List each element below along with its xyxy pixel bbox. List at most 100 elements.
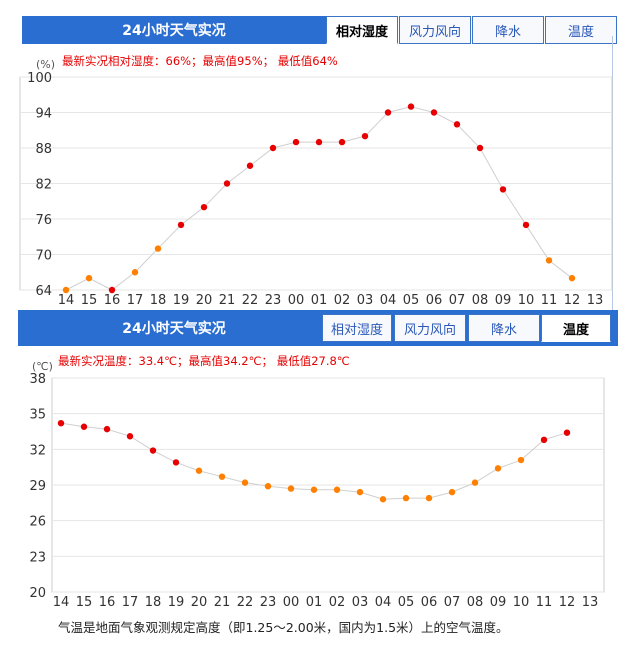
data-point[interactable]	[499, 186, 507, 193]
data-point[interactable]	[62, 286, 70, 294]
y-tick-label: 94	[35, 107, 52, 122]
data-point[interactable]	[425, 494, 433, 502]
x-tick-label: 01	[306, 595, 323, 610]
data-point[interactable]	[292, 138, 300, 146]
x-tick-label: 09	[495, 293, 512, 308]
data-point[interactable]	[361, 132, 369, 140]
tab-humidity[interactable]: 相对湿度	[322, 314, 392, 342]
tab-temperature[interactable]: 温度	[541, 314, 611, 342]
tab-precipitation[interactable]: 降水	[472, 16, 544, 44]
y-tick-label: 32	[29, 443, 46, 458]
data-point[interactable]	[522, 221, 530, 229]
data-point[interactable]	[218, 473, 226, 480]
x-tick-label: 20	[191, 595, 208, 610]
y-tick-label: 20	[29, 586, 46, 601]
x-tick-label: 19	[168, 595, 185, 610]
data-point[interactable]	[338, 138, 346, 146]
data-point[interactable]	[246, 162, 254, 169]
data-point[interactable]	[545, 257, 553, 264]
data-point[interactable]	[407, 103, 415, 110]
y-tick-label: 35	[29, 408, 46, 423]
data-point[interactable]	[453, 121, 461, 128]
data-point[interactable]	[223, 180, 231, 187]
x-tick-label: 10	[518, 293, 535, 308]
y-tick-label: 100	[27, 71, 52, 86]
data-point[interactable]	[310, 486, 318, 493]
x-tick-label: 17	[122, 595, 139, 610]
data-point[interactable]	[356, 488, 364, 496]
data-point[interactable]	[287, 485, 295, 492]
data-point[interactable]	[126, 433, 134, 440]
x-tick-label: 22	[237, 595, 254, 610]
x-tick-label: 12	[559, 595, 576, 610]
temperature-summary: 最新实况温度：33.4℃；最高值34.2℃； 最低值27.8℃	[58, 354, 350, 368]
plot-area: 64 70 76 82 88 94 100(%) 14 15 16 17 18 19 20 21 22 23 00…	[19, 58, 613, 308]
x-tick-label: 16	[99, 595, 116, 610]
data-point[interactable]	[315, 138, 323, 146]
panel-header: 24小时天气实况 相对湿度 风力风向 降水 温度	[0, 10, 636, 44]
data-point[interactable]	[333, 486, 341, 493]
data-point[interactable]	[563, 429, 571, 436]
data-point[interactable]	[269, 144, 277, 152]
x-tick-label: 06	[426, 293, 443, 308]
data-point[interactable]	[379, 496, 387, 503]
tab-precipitation[interactable]: 降水	[468, 314, 540, 342]
y-tick-label: 88	[35, 142, 52, 157]
data-point[interactable]	[80, 423, 88, 430]
data-point[interactable]	[430, 109, 438, 116]
panel-title: 24小时天气实况	[22, 314, 326, 342]
data-point[interactable]	[195, 467, 203, 474]
y-tick-label: 64	[35, 284, 52, 299]
tab-wind[interactable]: 风力风向	[399, 16, 471, 44]
tab-temperature[interactable]: 温度	[545, 16, 617, 44]
x-tick-label: 07	[449, 293, 466, 308]
x-tick-label: 20	[196, 293, 213, 308]
x-tick-label: 03	[357, 293, 374, 308]
data-point[interactable]	[149, 447, 157, 454]
x-tick-label: 16	[104, 293, 121, 308]
x-tick-label: 18	[150, 293, 167, 308]
data-point[interactable]	[402, 494, 410, 502]
data-point[interactable]	[476, 144, 484, 152]
data-point[interactable]	[448, 488, 456, 496]
x-tick-label: 21	[214, 595, 231, 610]
x-tick-label: 04	[380, 293, 397, 308]
y-tick-label: 26	[29, 515, 46, 530]
data-point[interactable]	[241, 479, 249, 486]
x-tick-label: 11	[541, 293, 558, 308]
data-point[interactable]	[471, 479, 479, 486]
y-tick-label: 29	[29, 479, 46, 494]
temperature-definition: 气温是地面气象观测规定高度（即1.25～2.00米，国内为1.5米）上的空气温度…	[58, 620, 509, 635]
y-axis-unit: (%)	[36, 58, 55, 71]
humidity-panel: 24小时天气实况 相对湿度 风力风向 降水 温度 最新实况相对湿度：66%；最高…	[0, 10, 636, 310]
x-tick-label: 11	[536, 595, 553, 610]
data-point[interactable]	[200, 203, 208, 211]
tab-wind[interactable]: 风力风向	[394, 314, 466, 342]
data-point[interactable]	[384, 109, 392, 116]
x-tick-label: 14	[53, 595, 70, 610]
y-tick-label: 82	[35, 178, 52, 193]
x-tick-label: 17	[127, 293, 144, 308]
data-point[interactable]	[57, 419, 65, 427]
x-tick-label: 14	[58, 293, 75, 308]
data-point[interactable]	[103, 425, 111, 433]
data-point[interactable]	[264, 482, 272, 490]
data-point[interactable]	[131, 269, 139, 276]
x-tick-label: 04	[375, 595, 392, 610]
data-point[interactable]	[85, 274, 93, 282]
data-point[interactable]	[154, 245, 162, 252]
humidity-summary: 最新实况相对湿度：66%；最高值95%； 最低值64%	[62, 54, 338, 68]
data-point[interactable]	[172, 459, 180, 466]
data-point[interactable]	[517, 456, 525, 464]
data-point[interactable]	[568, 274, 576, 282]
data-point[interactable]	[177, 221, 185, 229]
x-tick-label: 09	[490, 595, 507, 610]
data-point[interactable]	[540, 436, 548, 444]
x-tick-label: 22	[242, 293, 259, 308]
tab-humidity[interactable]: 相对湿度	[326, 16, 398, 44]
x-tick-label: 13	[582, 595, 599, 610]
data-point[interactable]	[108, 286, 116, 294]
x-tick-label: 15	[81, 293, 98, 308]
data-point[interactable]	[494, 465, 502, 472]
